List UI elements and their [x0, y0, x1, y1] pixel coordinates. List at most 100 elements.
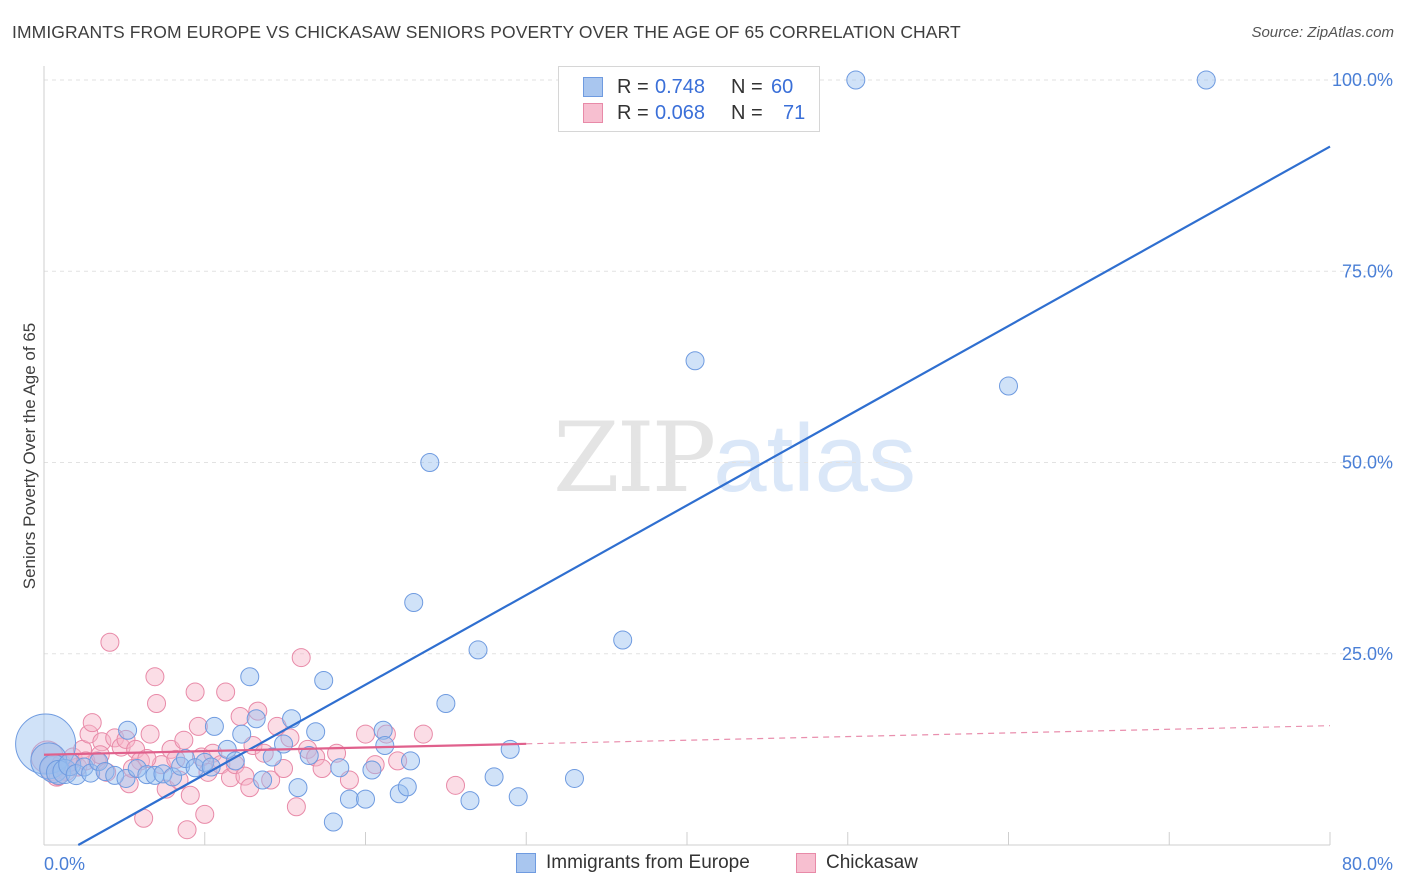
data-point-immigrants [330, 758, 350, 778]
data-point-immigrants [1196, 70, 1216, 90]
y-tick-label: 50.0% [1342, 453, 1393, 473]
data-point-immigrants [45, 759, 71, 785]
data-point-chickasaw [413, 724, 433, 744]
data-point-immigrants [105, 765, 125, 785]
data-point-immigrants [163, 767, 183, 787]
grid-lines [44, 79, 1393, 655]
data-point-immigrants [232, 724, 252, 744]
data-point-immigrants [314, 671, 334, 691]
x-tick-label: 0.0% [44, 854, 85, 874]
legend-r-label: R = [617, 75, 649, 98]
data-point-chickasaw [180, 785, 200, 805]
data-point-chickasaw [122, 759, 142, 778]
legend-label: Immigrants from Europe [546, 852, 750, 873]
legend-r-label: R = [617, 101, 649, 124]
series-legend: Immigrants from Europe Chickasaw [0, 852, 1406, 878]
data-point-chickasaw [177, 820, 197, 840]
data-point-immigrants [306, 722, 326, 742]
x-tick-label: 80.0% [1342, 854, 1393, 874]
legend-n-label: N = [731, 75, 763, 98]
legend-r-value: 0.748 [655, 75, 706, 98]
data-point-immigrants [468, 640, 488, 660]
source-label: Source: ZipAtlas.com [1251, 24, 1394, 41]
legend-swatch-pink [796, 853, 816, 873]
legend-item-immigrants[interactable]: Immigrants from Europe [516, 852, 750, 874]
data-point-chickasaw [185, 682, 205, 702]
legend-item-chickasaw[interactable]: Chickasaw [796, 852, 918, 874]
data-point-immigrants [846, 70, 866, 90]
data-point-immigrants [685, 351, 705, 371]
trendline-immigrants [77, 145, 1331, 846]
data-point-immigrants [246, 709, 266, 729]
data-point-chickasaw [188, 716, 208, 736]
data-point-immigrants [404, 592, 424, 612]
data-point-chickasaw [230, 706, 250, 726]
legend-n-value: 71 [783, 101, 806, 124]
watermark: ZIPatlas [553, 402, 916, 514]
data-point-immigrants [204, 716, 224, 736]
data-point-chickasaw [248, 701, 268, 721]
data-point-immigrants [95, 762, 115, 782]
data-point-immigrants [436, 693, 456, 713]
data-point-immigrants [253, 770, 273, 790]
data-point-immigrants [460, 791, 480, 811]
correlation-legend: R = 0.748 N = 60 R = 0.068 N = 71 [558, 66, 820, 132]
data-point-chickasaw [174, 730, 194, 750]
data-point-immigrants [339, 789, 359, 809]
trendline-chickasaw-dashed [526, 725, 1331, 745]
data-point-immigrants [299, 745, 319, 765]
legend-n-label: N = [731, 101, 763, 124]
legend-row-chickasaw: R = 0.068 N = 71 [583, 101, 805, 125]
data-point-immigrants [185, 758, 205, 778]
chart-title: IMMIGRANTS FROM EUROPE VS CHICKASAW SENI… [12, 22, 961, 42]
axes [43, 66, 1331, 846]
data-point-immigrants [375, 736, 395, 756]
legend-r-value: 0.068 [655, 101, 706, 124]
data-point-chickasaw [145, 667, 165, 687]
data-point-immigrants [389, 784, 409, 804]
data-point-chickasaw [100, 632, 120, 652]
data-point-immigrants [118, 720, 138, 740]
data-point-immigrants [564, 768, 584, 788]
data-point-immigrants [999, 376, 1018, 396]
data-point-immigrants [613, 630, 633, 650]
data-point-chickasaw [291, 648, 311, 668]
legend-swatch-blue [583, 77, 603, 97]
data-point-chickasaw [446, 775, 466, 795]
data-point-immigrants [373, 720, 393, 740]
data-point-chickasaw [119, 774, 139, 794]
data-point-chickasaw [137, 749, 157, 769]
data-point-immigrants [225, 751, 245, 771]
data-point-immigrants [81, 763, 101, 783]
legend-swatch-pink [583, 103, 603, 123]
trend-lines [43, 145, 1331, 846]
y-tick-label: 75.0% [1342, 261, 1393, 281]
data-point-chickasaw [261, 770, 281, 790]
data-point-chickasaw [140, 724, 160, 744]
data-point-immigrants [65, 764, 87, 786]
data-point-chickasaw [216, 682, 236, 702]
data-point-chickasaw [286, 797, 306, 817]
data-point-chickasaw [82, 713, 102, 733]
data-point-immigrants [397, 777, 417, 797]
watermark-zip: ZIP [553, 402, 716, 514]
trendline-chickasaw-solid [43, 742, 527, 756]
watermark-atlas: atlas [713, 405, 916, 512]
data-point-immigrants [262, 747, 282, 767]
immigrants-from-europe-points [15, 70, 1216, 832]
y-tick-label: 25.0% [1342, 644, 1393, 664]
data-point-immigrants [484, 767, 504, 787]
tick-labels: 25.0% 50.0% 75.0% 100.0% 0.0% 80.0% [44, 70, 1393, 874]
legend-label: Chickasaw [826, 852, 918, 873]
data-point-chickasaw [161, 739, 181, 759]
legend-n-value: 60 [771, 75, 794, 98]
data-point-immigrants [420, 453, 440, 472]
data-point-chickasaw [147, 693, 167, 713]
data-point-immigrants [401, 751, 421, 771]
data-point-immigrants [240, 667, 260, 687]
data-point-immigrants [288, 778, 308, 798]
data-point-immigrants [323, 812, 343, 832]
data-point-immigrants [127, 759, 147, 778]
data-point-immigrants [137, 765, 157, 785]
